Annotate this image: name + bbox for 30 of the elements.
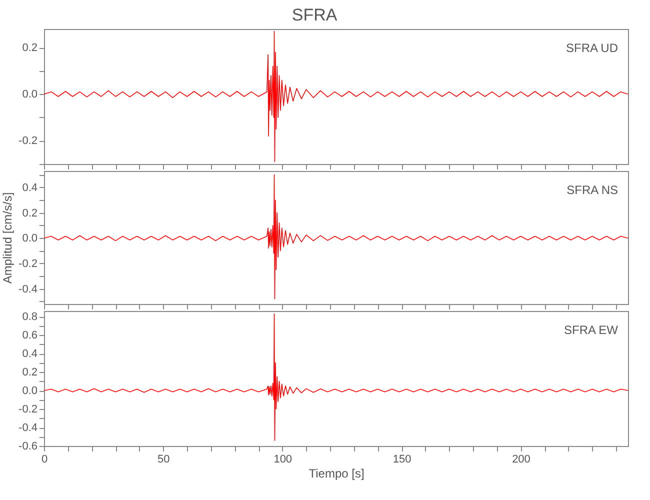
y-tick-label: -0.6 <box>18 440 38 452</box>
y-tick-label: 0.2 <box>22 42 38 54</box>
y-tick-label: 0.4 <box>22 348 38 360</box>
y-tick-label: 0.8 <box>22 311 38 324</box>
y-tick-label: -0.2 <box>18 404 38 416</box>
annotation: SFRA NS <box>566 183 618 197</box>
y-tick-label: 0.6 <box>22 330 38 342</box>
x-tick-label: 0 <box>41 454 48 466</box>
y-tick-label: 0.0 <box>22 88 38 101</box>
line-series <box>44 174 628 300</box>
annotation: SFRA UD <box>566 41 618 55</box>
y-tick-label: -0.2 <box>18 135 38 148</box>
y-tick-label: 0.0 <box>22 385 38 398</box>
y-tick-label: -0.2 <box>18 258 38 270</box>
x-tick-label: 50 <box>158 454 170 466</box>
y-tick-label: 0.2 <box>22 366 38 379</box>
line-series <box>44 30 628 162</box>
x-tick-label: 150 <box>392 454 412 466</box>
x-tick-label: 200 <box>512 454 530 466</box>
line-series <box>44 313 628 441</box>
y-tick-label: 0.2 <box>22 207 38 220</box>
y-tick-label: -0.4 <box>18 422 38 434</box>
y-axis-title: Amplitud [cm/s/s] <box>0 192 15 284</box>
x-axis-title: Tiempo [s] <box>308 466 364 480</box>
y-tick-label: -0.4 <box>18 283 38 296</box>
x-tick-label: 100 <box>274 454 292 466</box>
y-tick-label: 0.0 <box>22 232 38 245</box>
y-tick-label: 0.4 <box>22 182 38 194</box>
annotation: SFRA EW <box>564 323 619 337</box>
chart-title: SFRA <box>292 6 338 24</box>
